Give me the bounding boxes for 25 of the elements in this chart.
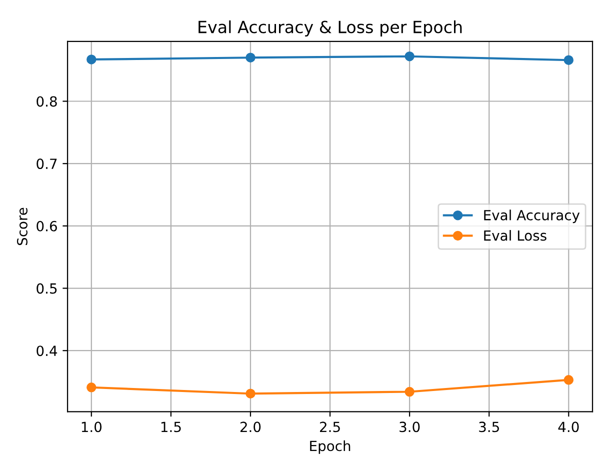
point xyxy=(246,388,256,398)
point xyxy=(246,52,256,62)
point xyxy=(404,52,414,62)
point xyxy=(564,55,574,65)
y-axis-title: Score xyxy=(16,208,28,246)
y-tick-label: 0.4 xyxy=(36,346,58,356)
point xyxy=(404,386,414,397)
point xyxy=(564,375,574,385)
x-tick-label: 2.0 xyxy=(240,422,261,432)
y-tick-label: 0.5 xyxy=(36,283,57,294)
y-tick-label: 0.8 xyxy=(36,96,57,107)
x-tick-label: 3.0 xyxy=(400,422,420,432)
point xyxy=(86,54,96,64)
chart-title: Eval Accuracy & Loss per Epoch xyxy=(198,20,462,37)
point xyxy=(86,382,96,392)
x-tick-label: 1.0 xyxy=(82,422,102,432)
x-tick-label: 3.5 xyxy=(479,422,499,432)
y-tick-label: 0.7 xyxy=(36,158,57,170)
x-tick-label: 4.0 xyxy=(558,422,579,432)
x-tick-label: 2.5 xyxy=(320,422,340,432)
x-tick-label: 1.5 xyxy=(161,422,181,432)
legend-label: Eval Loss xyxy=(484,230,546,241)
x-axis-title: Epoch xyxy=(310,440,350,454)
y-tick-label: 0.6 xyxy=(36,220,57,232)
legend-label: Eval Accuracy xyxy=(484,210,580,224)
